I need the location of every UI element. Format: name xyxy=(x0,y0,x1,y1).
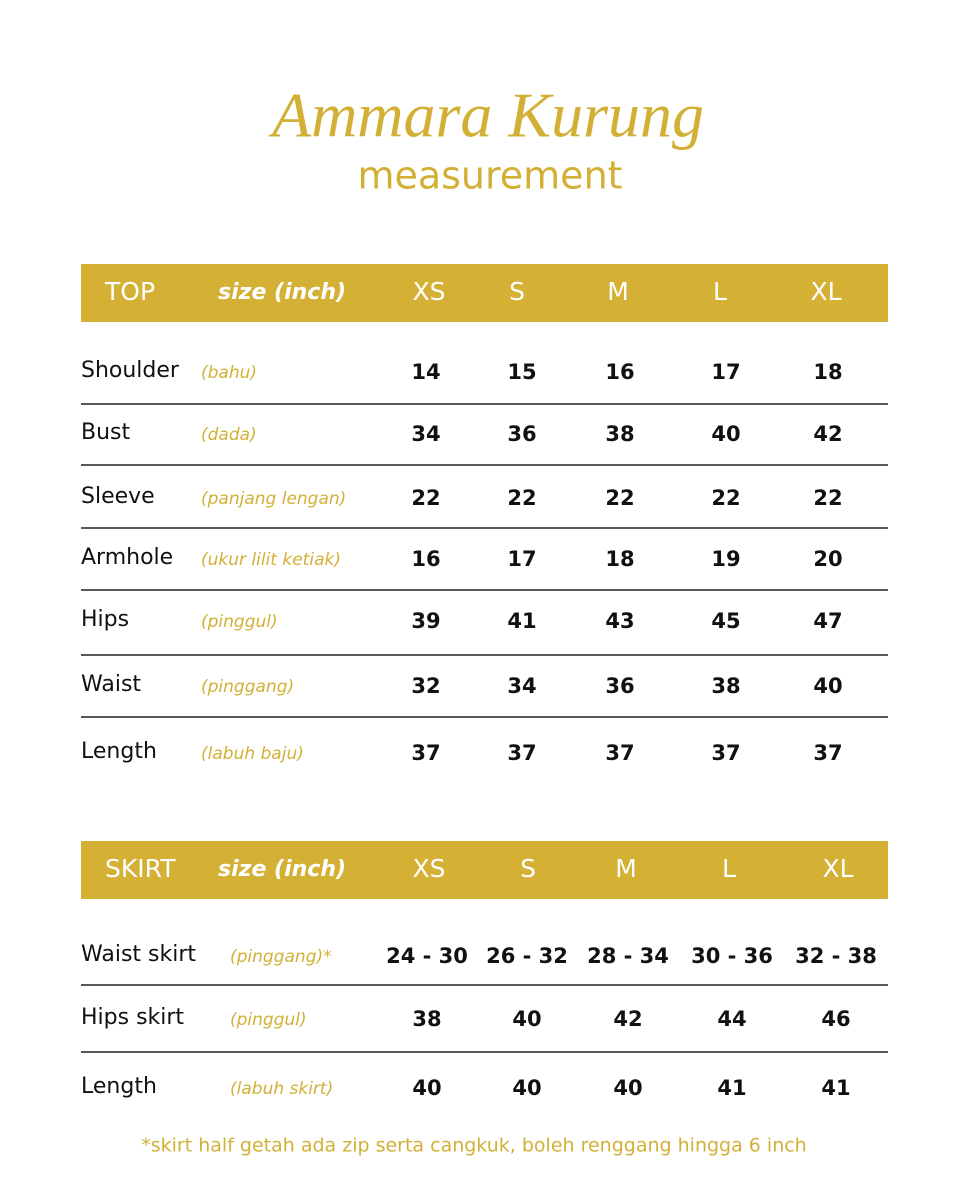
cell-value: 16 xyxy=(411,547,440,571)
cell-value: 39 xyxy=(411,609,440,633)
cell-value: 18 xyxy=(605,547,634,571)
cell-value: 37 xyxy=(813,741,842,765)
row-note: (pinggang) xyxy=(201,677,294,697)
cell-value: 38 xyxy=(711,674,740,698)
cell-value: 32 xyxy=(411,674,440,698)
cell-value: 40 xyxy=(512,1007,541,1031)
cell-value: 17 xyxy=(711,360,740,384)
cell-value: 47 xyxy=(813,609,842,633)
cell-value: 36 xyxy=(605,674,634,698)
cell-value: 38 xyxy=(412,1007,441,1031)
cell-value: 40 xyxy=(613,1076,642,1100)
row-note: (pinggang)* xyxy=(230,947,332,967)
row-label: Length xyxy=(81,739,157,764)
cell-value: 41 xyxy=(717,1076,746,1100)
header-size: S xyxy=(520,854,536,883)
cell-value: 40 xyxy=(412,1076,441,1100)
row-note: (bahu) xyxy=(201,363,257,383)
header-size: M xyxy=(615,854,637,883)
cell-value: 14 xyxy=(411,360,440,384)
row-label: Sleeve xyxy=(81,484,155,509)
cell-value: 30 - 36 xyxy=(691,944,773,968)
cell-value: 46 xyxy=(821,1007,850,1031)
title: Ammara Kurung xyxy=(268,80,704,151)
cell-value: 18 xyxy=(813,360,842,384)
cell-value: 41 xyxy=(507,609,536,633)
cell-value: 26 - 32 xyxy=(486,944,568,968)
cell-value: 38 xyxy=(605,422,634,446)
cell-value: 37 xyxy=(411,741,440,765)
row-note: (pinggul) xyxy=(201,612,278,632)
cell-value: 28 - 34 xyxy=(587,944,669,968)
cell-value: 22 xyxy=(711,486,740,510)
header-size: XS xyxy=(413,854,446,883)
header-size: XL xyxy=(822,854,853,883)
header-bar xyxy=(81,841,888,899)
cell-value: 42 xyxy=(813,422,842,446)
cell-value: 40 xyxy=(711,422,740,446)
row-note: (pinggul) xyxy=(230,1010,307,1030)
cell-value: 40 xyxy=(512,1076,541,1100)
header-size: XS xyxy=(413,277,446,306)
header-size: L xyxy=(713,277,727,306)
cell-value: 42 xyxy=(613,1007,642,1031)
cell-value: 20 xyxy=(813,547,842,571)
cell-value: 16 xyxy=(605,360,634,384)
cell-value: 36 xyxy=(507,422,536,446)
row-label: Armhole xyxy=(81,545,173,570)
cell-value: 19 xyxy=(711,547,740,571)
cell-value: 22 xyxy=(813,486,842,510)
header-section: TOP xyxy=(104,277,155,306)
cell-value: 45 xyxy=(711,609,740,633)
cell-value: 44 xyxy=(717,1007,746,1031)
header-section: SKIRT xyxy=(105,854,176,883)
row-label: Hips xyxy=(81,607,129,632)
cell-value: 43 xyxy=(605,609,634,633)
cell-value: 37 xyxy=(711,741,740,765)
subtitle: measurement xyxy=(357,154,622,198)
cell-value: 17 xyxy=(507,547,536,571)
cell-value: 34 xyxy=(507,674,536,698)
row-note: (labuh skirt) xyxy=(230,1079,333,1099)
header-size: XL xyxy=(810,277,841,306)
row-label: Length xyxy=(81,1074,157,1099)
cell-value: 22 xyxy=(507,486,536,510)
header-unit: size (inch) xyxy=(218,280,346,305)
cell-value: 15 xyxy=(507,360,536,384)
header-size: L xyxy=(722,854,736,883)
header-bar xyxy=(81,264,888,322)
row-label: Waist xyxy=(81,672,141,697)
cell-value: 22 xyxy=(411,486,440,510)
row-note: (panjang lengan) xyxy=(201,489,346,509)
row-label: Waist skirt xyxy=(81,942,196,967)
cell-value: 32 - 38 xyxy=(795,944,877,968)
cell-value: 37 xyxy=(507,741,536,765)
header-size: M xyxy=(607,277,629,306)
row-label: Shoulder xyxy=(81,358,180,383)
cell-value: 24 - 30 xyxy=(386,944,468,968)
row-label: Hips skirt xyxy=(81,1005,184,1030)
header-size: S xyxy=(509,277,525,306)
cell-value: 40 xyxy=(813,674,842,698)
cell-value: 34 xyxy=(411,422,440,446)
row-note: (ukur lilit ketiak) xyxy=(201,550,341,570)
row-note: (dada) xyxy=(201,425,257,445)
header-unit: size (inch) xyxy=(218,857,346,882)
row-label: Bust xyxy=(81,420,130,445)
cell-value: 37 xyxy=(605,741,634,765)
cell-value: 22 xyxy=(605,486,634,510)
row-note: (labuh baju) xyxy=(201,744,304,764)
footnote: *skirt half getah ada zip serta cangkuk,… xyxy=(141,1135,806,1157)
cell-value: 41 xyxy=(821,1076,850,1100)
